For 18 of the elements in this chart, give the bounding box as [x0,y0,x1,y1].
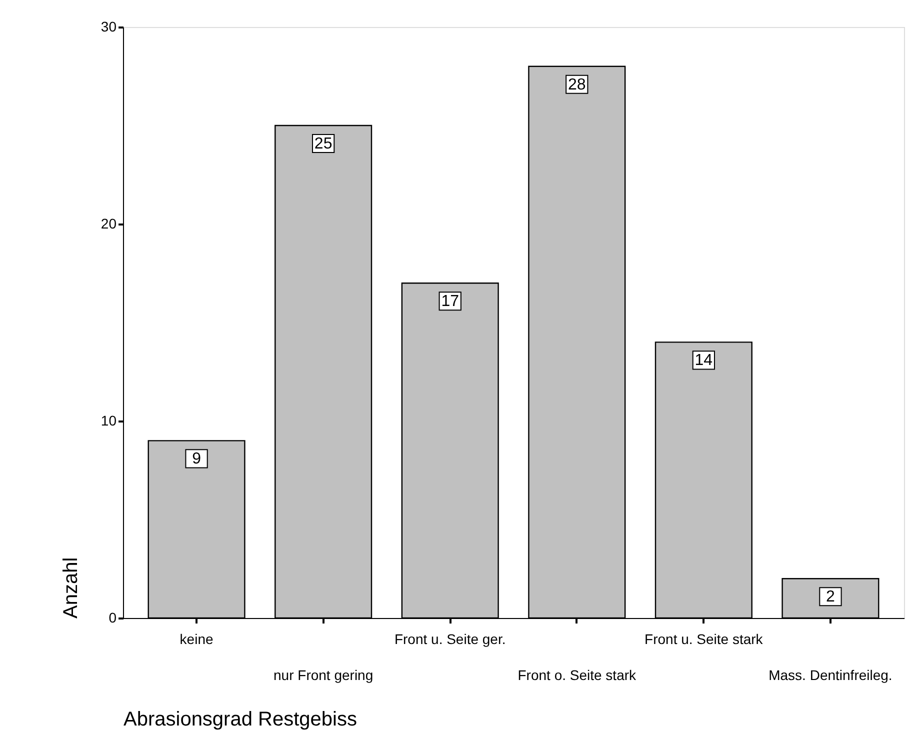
data-label: 17 [441,293,460,310]
x-axis-title: Abrasionsgrad Restgebiss [124,708,357,730]
x-tick-label: Mass. Dentinfreileg. [768,667,892,683]
x-tick-label: Front o. Seite stark [518,667,638,683]
y-tick-label: 20 [100,216,117,232]
x-tick-label: Front u. Seite stark [644,631,764,647]
data-label: 28 [568,76,586,94]
y-axis-title: Anzahl [60,557,82,618]
data-label: 14 [694,352,713,370]
data-label: 9 [192,450,202,468]
x-tick-label: Front u. Seite ger. [394,631,506,647]
x-tick-label: nur Front gering [274,667,374,683]
data-label: 2 [826,588,836,606]
y-tick-label: 30 [100,18,117,34]
data-label: 25 [314,136,332,152]
y-tick-label: 0 [108,610,117,626]
y-tick-label: 10 [100,412,117,428]
x-tick-label: keine [180,631,214,647]
